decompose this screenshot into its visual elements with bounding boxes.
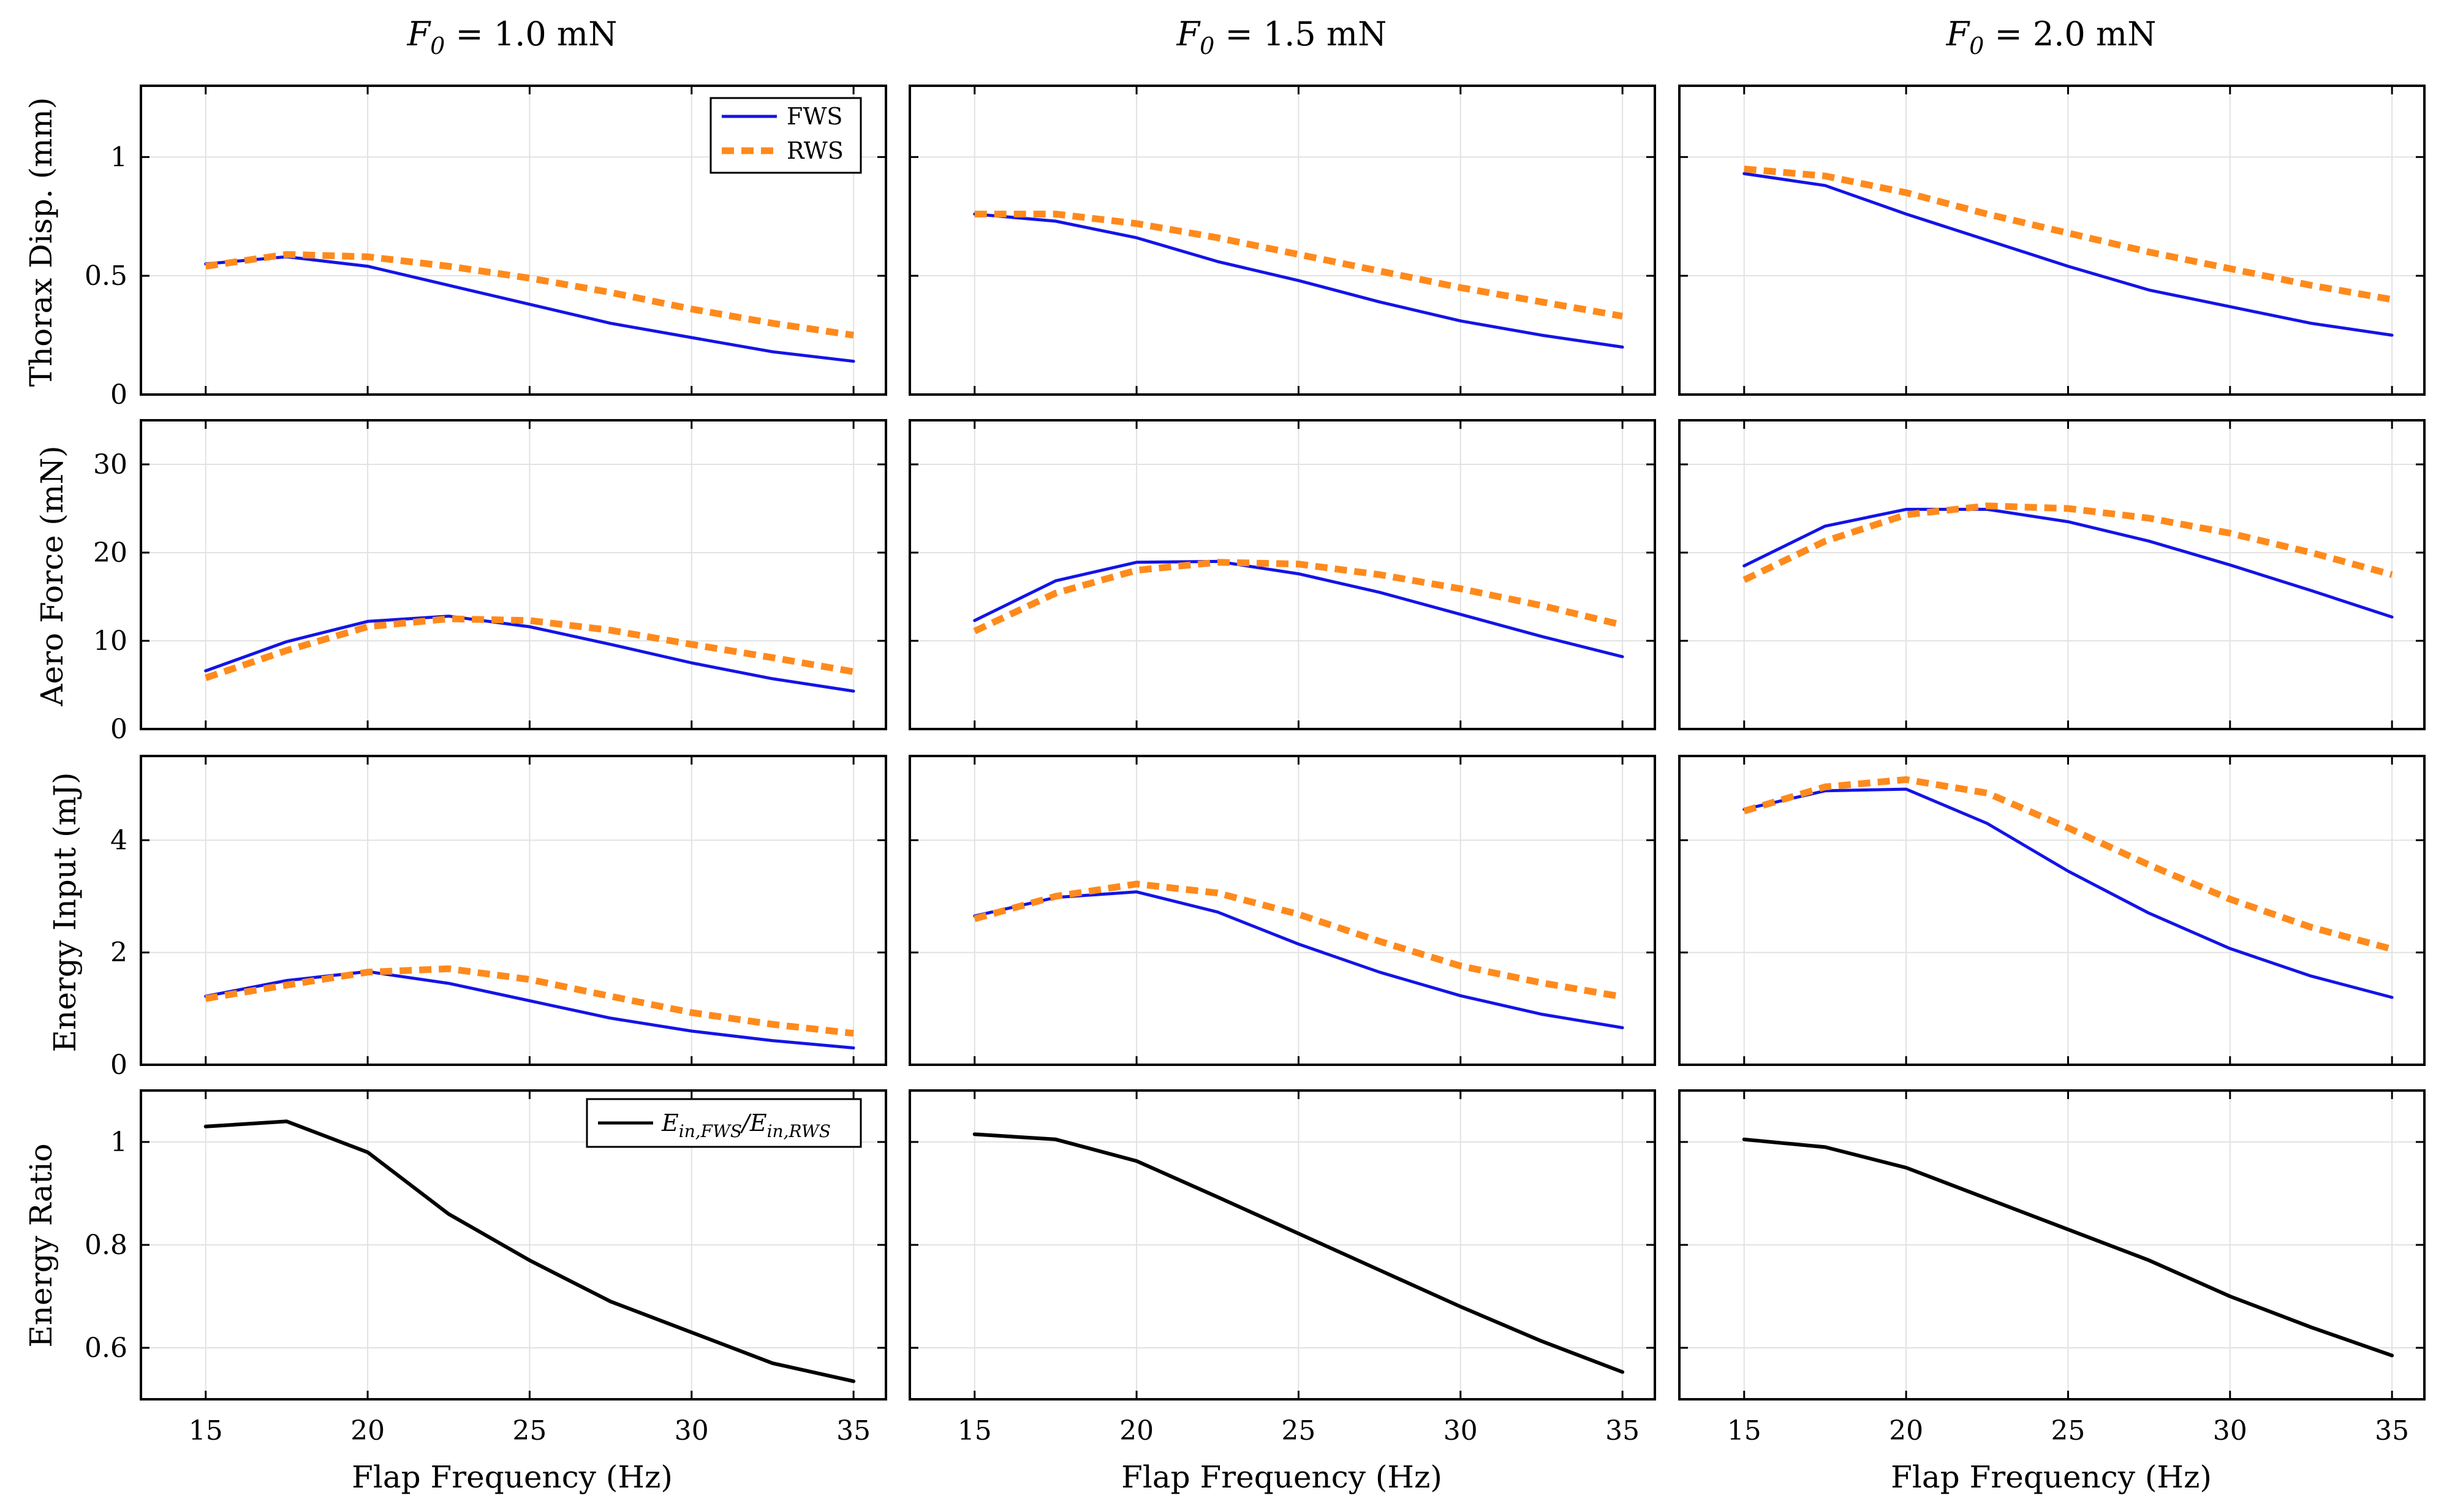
ylabel-thorax-displacement: Thorax Disp. (mm) xyxy=(23,97,59,387)
series-line-fws xyxy=(1742,507,2394,619)
y-tick-label: 0 xyxy=(110,1049,127,1081)
series-line-fws xyxy=(973,559,1624,659)
x-tick-label: 15 xyxy=(189,1415,223,1446)
series-line-rws xyxy=(1742,502,2393,583)
panel-frame xyxy=(1678,755,2426,1066)
panel-r4-c3: 15 20 25 30 35 xyxy=(1678,1089,2426,1446)
panel-r1-c2 xyxy=(909,85,1656,396)
ylabel-energy-input: Energy Input (mJ) xyxy=(47,773,83,1053)
series-line-ein-fws-ein-rws xyxy=(972,1132,1625,1374)
legend-ratio-label: Ein,FWS/Ein,RWS xyxy=(661,1109,831,1141)
y-tick-label: 0 xyxy=(110,714,127,745)
y-tick-label: 0.6 xyxy=(85,1332,127,1364)
series-line-rws xyxy=(205,965,854,1037)
legend-fws-label: FWS xyxy=(787,103,842,130)
y-tick-label: 0 xyxy=(110,379,127,410)
panel-r2-c2 xyxy=(909,419,1656,730)
x-tick-label: 25 xyxy=(512,1415,547,1446)
y-tick-label: 0.5 xyxy=(85,260,127,292)
panel-frame xyxy=(1678,419,2426,730)
x-tick-label: 20 xyxy=(1889,1415,1923,1446)
panel-frame xyxy=(140,419,887,730)
xlabel-col-1: Flap Frequency (Hz) xyxy=(352,1459,673,1495)
panel-frame xyxy=(140,755,887,1066)
panel-r4-c1: 0.6 0.8 1 15 20 25 30 35 xyxy=(85,1089,887,1446)
panel-frame xyxy=(909,419,1656,730)
series-line-rws xyxy=(974,210,1624,320)
x-tick-label: 20 xyxy=(350,1415,385,1446)
series-line-fws xyxy=(204,255,855,363)
y-tick-label: 30 xyxy=(93,449,127,480)
panel-r3-c2 xyxy=(909,755,1656,1066)
panel-r3-c3 xyxy=(1678,755,2426,1066)
panel-r4-c2: 15 20 25 30 35 xyxy=(909,1089,1656,1446)
y-tick-label: 4 xyxy=(110,825,127,856)
x-tick-label: 20 xyxy=(1119,1415,1154,1446)
series-line-rws xyxy=(204,615,855,681)
panel-frame xyxy=(909,85,1656,396)
series-line-rws xyxy=(205,251,854,339)
y-tick-label: 1 xyxy=(110,1127,127,1158)
x-tick-label: 30 xyxy=(2213,1415,2247,1446)
y-tick-label: 10 xyxy=(93,626,127,657)
x-tick-label: 35 xyxy=(2375,1415,2409,1446)
series-line-fws xyxy=(1742,787,2394,999)
xlabel-col-3: Flap Frequency (Hz) xyxy=(1891,1459,2212,1495)
series-line-rws xyxy=(1743,776,2393,953)
x-tick-label: 25 xyxy=(1281,1415,1315,1446)
series-line-fws xyxy=(1742,172,2394,337)
x-tick-label: 15 xyxy=(958,1415,992,1446)
panel-frame xyxy=(1678,1089,2426,1400)
series-line-ein-fws-ein-rws xyxy=(1742,1137,2394,1358)
x-tick-label: 25 xyxy=(2051,1415,2085,1446)
panel-frame xyxy=(140,85,887,396)
column-title-3: F0 = 2.0 mN xyxy=(1946,15,2157,59)
x-tick-label: 30 xyxy=(1443,1415,1478,1446)
legend-energy-ratio: Ein,FWS/Ein,RWS xyxy=(586,1098,862,1148)
panel-r2-c3 xyxy=(1678,419,2426,730)
panel-frame xyxy=(140,1089,887,1400)
x-tick-label: 35 xyxy=(1605,1415,1640,1446)
panel-frame xyxy=(909,1089,1656,1400)
series-line-fws xyxy=(204,614,855,693)
series-line-rws xyxy=(973,559,1624,635)
y-tick-label: 20 xyxy=(93,537,127,569)
legend-displacement: FWS RWS xyxy=(709,97,862,174)
column-title-1: F0 = 1.0 mN xyxy=(407,15,618,59)
series-line-rws xyxy=(974,880,1624,1000)
x-tick-label: 15 xyxy=(1727,1415,1761,1446)
legend-box xyxy=(709,97,862,174)
legend-box xyxy=(586,1098,862,1148)
panel-r1-c3 xyxy=(1678,85,2426,396)
y-tick-label: 2 xyxy=(110,937,127,969)
panel-frame xyxy=(1678,85,2426,396)
y-tick-label: 0.8 xyxy=(85,1230,127,1261)
x-tick-label: 35 xyxy=(836,1415,871,1446)
series-line-fws xyxy=(973,890,1624,1029)
legend-rws-label: RWS xyxy=(787,137,844,164)
y-tick-label: 1 xyxy=(110,142,127,173)
xlabel-col-2: Flap Frequency (Hz) xyxy=(1121,1459,1442,1495)
x-tick-label: 30 xyxy=(675,1415,709,1446)
series-line-fws xyxy=(973,212,1624,349)
series-line-ein-fws-ein-rws xyxy=(203,1119,856,1383)
series-line-rws xyxy=(1744,165,2393,303)
panel-r3-c1: 0 2 4 xyxy=(110,755,887,1081)
panel-r2-c1: 0 10 20 30 xyxy=(93,419,887,745)
ylabel-aero-force: Aero Force (mN) xyxy=(34,445,70,706)
ylabel-energy-ratio: Energy Ratio xyxy=(23,1143,59,1347)
panel-frame xyxy=(909,755,1656,1066)
column-title-2: F0 = 1.5 mN xyxy=(1176,15,1387,59)
